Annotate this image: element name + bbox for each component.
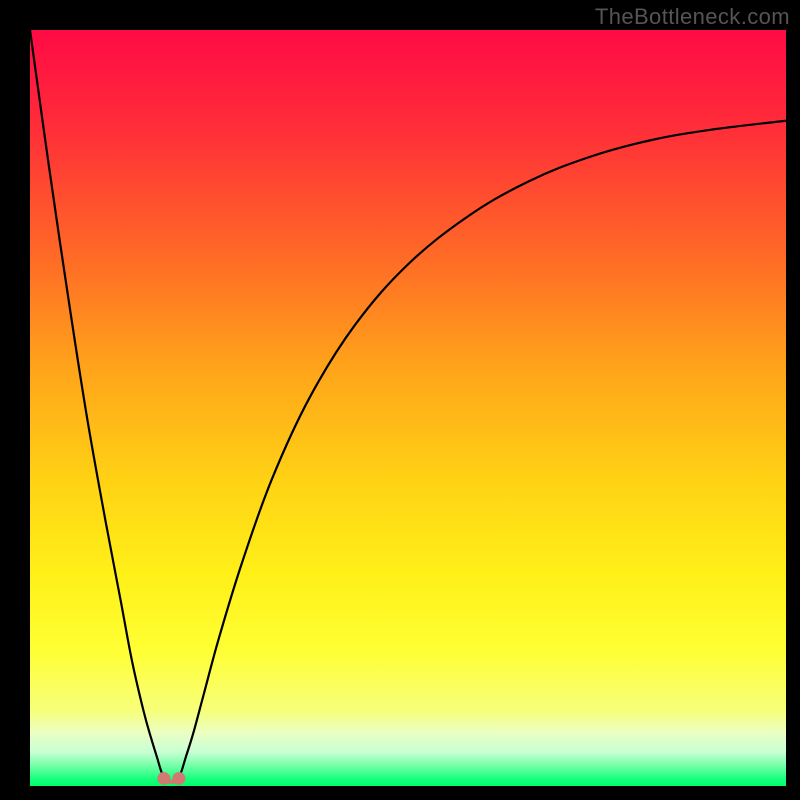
watermark-text: TheBottleneck.com xyxy=(595,4,790,30)
bottleneck-curve xyxy=(30,30,786,786)
plot-area xyxy=(30,30,786,786)
curve-path xyxy=(30,30,786,782)
minimum-marker-0 xyxy=(157,772,170,785)
minimum-marker-1 xyxy=(172,772,185,785)
chart-root: TheBottleneck.com xyxy=(0,0,800,800)
